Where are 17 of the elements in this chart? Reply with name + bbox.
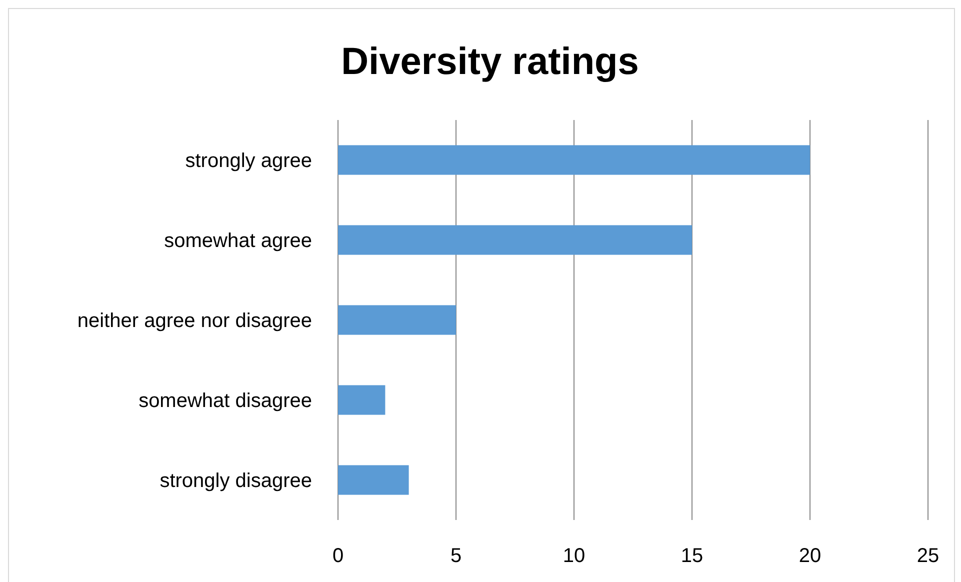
y-tick-label: somewhat agree xyxy=(164,230,312,252)
y-tick-label: neither agree nor disagree xyxy=(77,310,312,332)
y-tick-label: strongly disagree xyxy=(160,470,312,492)
y-tick-label: somewhat disagree xyxy=(138,390,312,412)
bar xyxy=(338,385,386,415)
x-tick-label: 20 xyxy=(798,545,822,567)
x-tick-label: 25 xyxy=(916,545,940,567)
x-tick-label: 0 xyxy=(332,545,344,567)
bar xyxy=(338,225,692,255)
x-tick-label: 15 xyxy=(680,545,704,567)
y-tick-label: strongly agree xyxy=(185,150,312,172)
bar xyxy=(338,145,810,175)
bar xyxy=(338,465,409,495)
x-tick-label: 10 xyxy=(562,545,586,567)
chart-title: Diversity ratings xyxy=(341,41,639,83)
bar xyxy=(338,305,456,335)
x-tick-label: 5 xyxy=(450,545,462,567)
